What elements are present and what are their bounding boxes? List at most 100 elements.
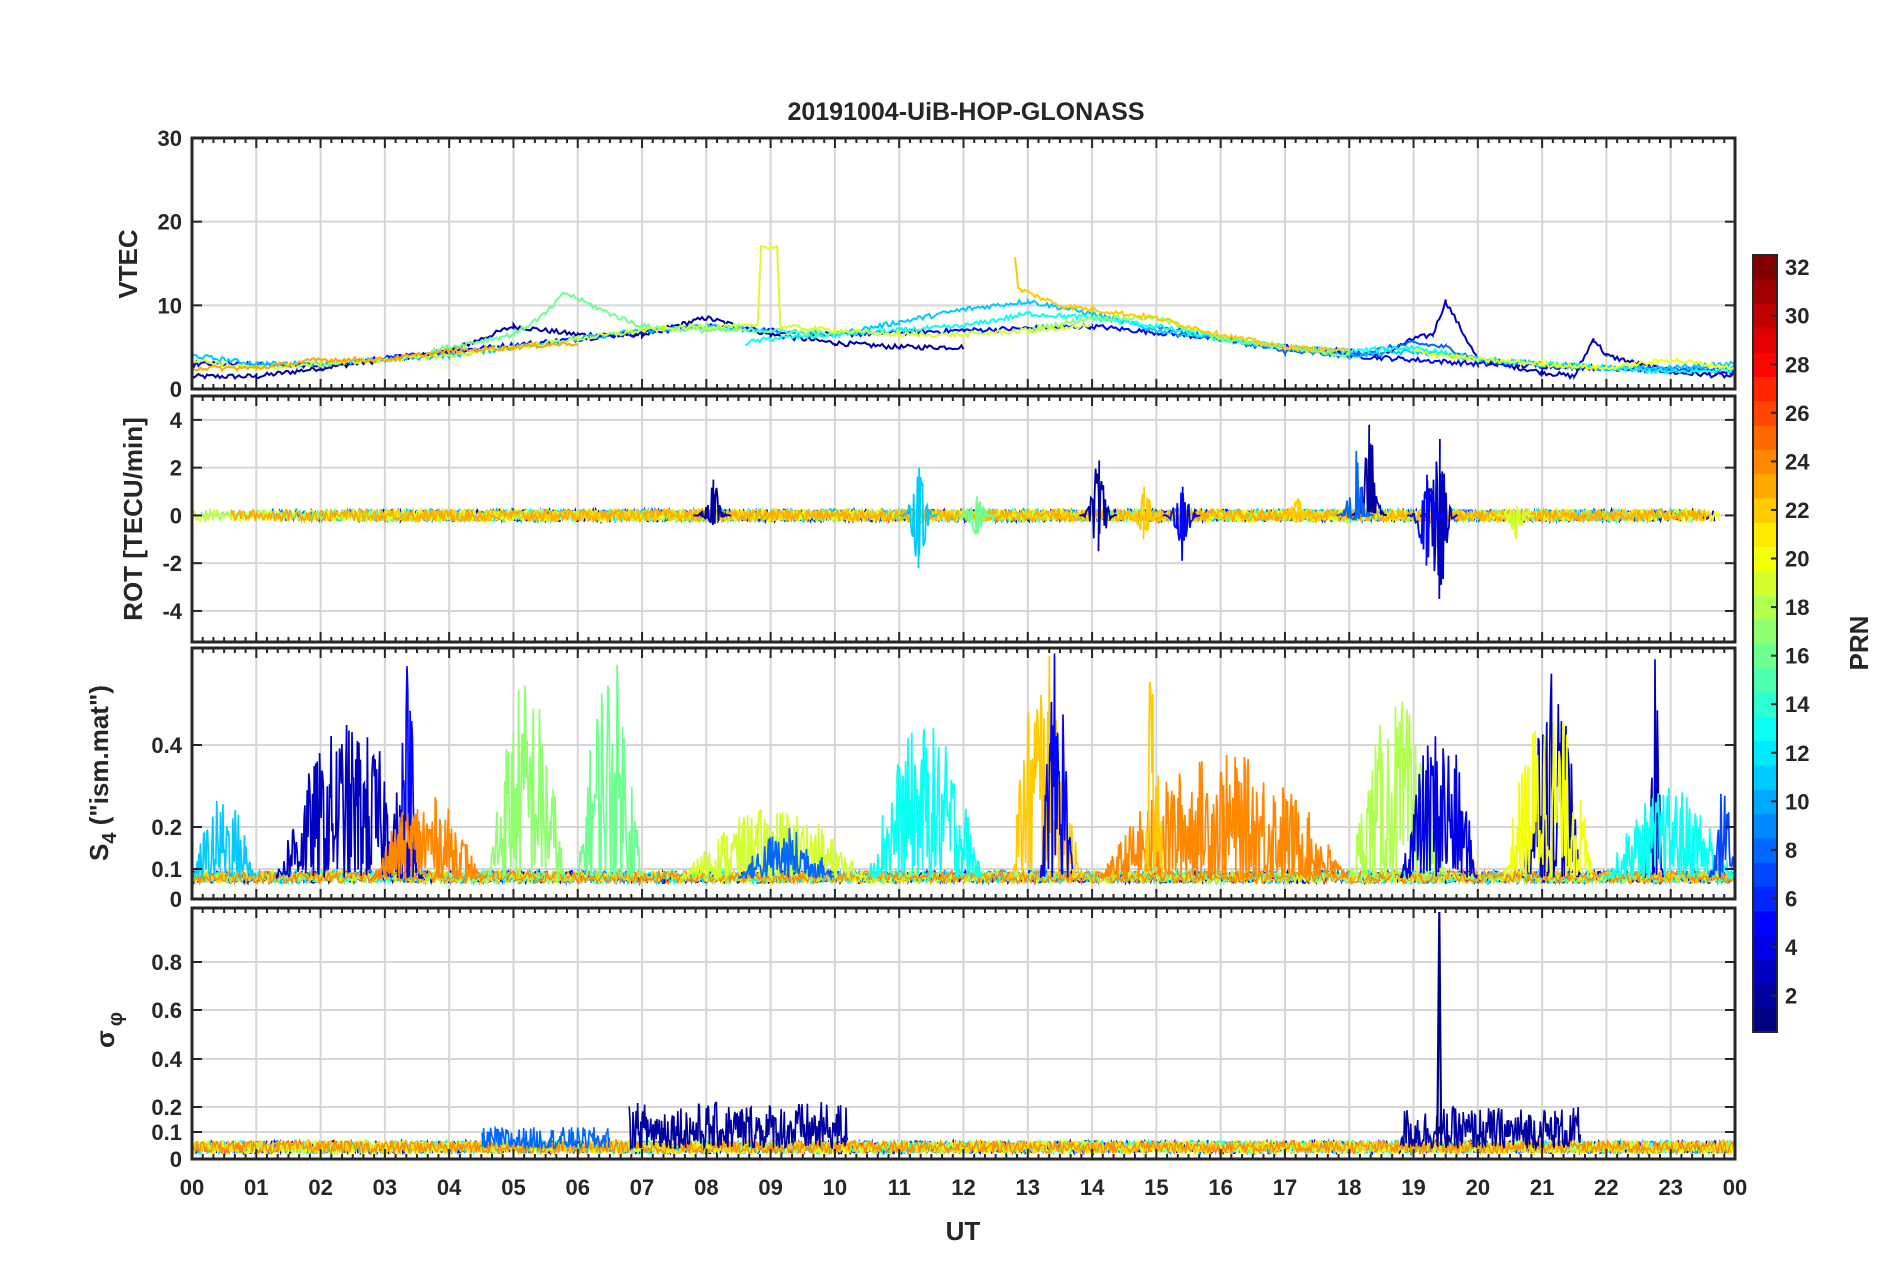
colorbar-cell-11	[1753, 764, 1777, 790]
x-tick-label: 04	[437, 1175, 462, 1200]
colorbar-tick-label: 22	[1785, 498, 1809, 523]
s4-burst-prn-13	[1606, 787, 1735, 881]
colorbar-tick-label: 24	[1785, 449, 1810, 474]
y-tick-label: 0.8	[151, 950, 182, 975]
panel-s4: 0 0.1 0.2 0.4 S4 ("ism.mat")	[84, 646, 1737, 912]
s4-burst-prn-13	[866, 728, 983, 881]
sigma-spike-prn-1	[1436, 911, 1443, 1146]
x-tick-label: 07	[630, 1175, 654, 1200]
y-tick-label: 0.2	[151, 1095, 182, 1120]
rot-event-prn-11	[899, 467, 937, 569]
colorbar-tick-label: 10	[1785, 789, 1809, 814]
x-tick-label: 23	[1658, 1175, 1682, 1200]
y-tick-label: 0	[170, 887, 182, 912]
y-tick-label: 0.6	[151, 998, 182, 1023]
colorbar-cell-5	[1753, 910, 1777, 936]
sigma-burst-prn-8	[480, 1124, 611, 1152]
s4-burst-prn-5	[396, 666, 418, 880]
grid-sigma-phi	[192, 908, 1735, 1159]
colorbar-tick-label: 14	[1785, 692, 1810, 717]
y-tick-label: 2	[170, 456, 182, 481]
x-tick-label: 18	[1337, 1175, 1361, 1200]
colorbar-cell-3	[1753, 959, 1777, 985]
y-tick-label: 0.2	[151, 815, 182, 840]
x-tick-label: 05	[501, 1175, 525, 1200]
s4-burst-prn-19	[679, 808, 867, 881]
vtec-series-prn-22	[1013, 257, 1351, 354]
colorbar-tick-label: 32	[1785, 255, 1809, 280]
y-tick-label: 20	[158, 210, 182, 235]
y-tick-label: 4	[170, 408, 183, 433]
sigma-burst-prn-2	[1399, 1105, 1582, 1152]
rot-event-prn-5	[1162, 486, 1201, 561]
grid-vtec	[192, 138, 1735, 389]
vtec-series-prn-23	[192, 341, 578, 373]
s4-baseline-prn-24	[192, 868, 1734, 886]
colorbar-tick-label: 18	[1785, 595, 1809, 620]
rot-event-prn-16	[957, 496, 995, 535]
x-tick-label: 03	[373, 1175, 397, 1200]
vtec-series-prn-19	[192, 244, 1093, 371]
s4-burst-prn-5	[1039, 653, 1074, 879]
x-tick-label: 16	[1208, 1175, 1232, 1200]
colorbar-cell-29	[1753, 327, 1777, 353]
x-tick-label: 17	[1273, 1175, 1297, 1200]
rot-event-prn-8	[1336, 450, 1375, 521]
s4-burst-prn-24	[371, 797, 482, 880]
x-tick-label: 12	[951, 1175, 975, 1200]
x-tick-label: 09	[758, 1175, 782, 1200]
colorbar-tick-label: 20	[1785, 547, 1809, 572]
x-tick-label: 20	[1466, 1175, 1490, 1200]
x-tick-label: 02	[308, 1175, 332, 1200]
rot-event-prn-5	[1407, 474, 1445, 566]
colorbar-cell-19	[1753, 570, 1777, 596]
colorbar-cell-21	[1753, 522, 1777, 547]
colorbar-tick-label: 2	[1785, 984, 1797, 1009]
y-tick-label: 0	[170, 1147, 182, 1172]
rot-event-prn-2	[1349, 424, 1387, 518]
y-tick-label: 0.4	[151, 1047, 182, 1072]
y-tick-label: 10	[158, 293, 182, 318]
colorbar-tick-label: 4	[1785, 935, 1798, 960]
panel-vtec: 0 10 20 30 VTEC	[113, 126, 1737, 402]
rot-event-prn-2	[693, 479, 732, 526]
colorbar-tick-label: 16	[1785, 644, 1809, 669]
series-rot	[192, 424, 1721, 600]
colorbar-label: PRN	[1844, 616, 1874, 671]
panel-sigma-phi: 00.10.2 0.4 0.6 0.8 σφ	[90, 906, 1737, 1172]
colorbar-tick-label: 26	[1785, 401, 1809, 426]
colorbar-tick-label: 28	[1785, 352, 1809, 377]
rot-event-prn-22	[1124, 486, 1162, 540]
colorbar-cell-1	[1753, 1007, 1777, 1033]
s4-burst-prn-22	[1143, 681, 1163, 879]
x-tick-label: 00	[180, 1175, 204, 1200]
x-tick-label: 11	[888, 1175, 911, 1200]
x-tick-label: 21	[1530, 1175, 1554, 1200]
s4-burst-prn-17	[486, 685, 566, 879]
ylabel-sigma-sub: φ	[105, 1012, 127, 1026]
y-tick-label: 0	[170, 377, 182, 402]
colorbar-cell-17	[1753, 619, 1777, 645]
colorbar-cell-9	[1753, 813, 1777, 839]
ticks-s4: 0 0.1 0.2 0.4	[151, 648, 1736, 912]
ylabel-rot: ROT [TECU/min]	[118, 417, 148, 621]
x-tick-label: 15	[1144, 1175, 1168, 1200]
y-tick-label: 30	[158, 126, 182, 151]
ylabel-s4: S4 ("ism.mat")	[84, 685, 121, 861]
sigma-burst-prn-2	[628, 1101, 849, 1151]
y-tick-label: 0	[170, 503, 182, 528]
ylabel-s4-rest: ("ism.mat")	[84, 685, 114, 832]
x-tick-label: 14	[1080, 1175, 1105, 1200]
rot-event-prn-2	[1079, 460, 1117, 552]
chart-title: 20191004-UiB-HOP-GLONASS	[787, 98, 1144, 126]
colorbar-tick-label: 6	[1785, 886, 1797, 911]
x-tick-label: 22	[1594, 1175, 1618, 1200]
ylabel-s4-sub: 4	[99, 832, 121, 844]
x-tick-label: 00	[1723, 1175, 1747, 1200]
y-tick-label: 0.4	[151, 733, 182, 758]
grid-s4	[192, 648, 1735, 899]
rot-event-prn-19	[1497, 505, 1535, 540]
colorbar-cell-7	[1753, 862, 1777, 887]
series-vtec	[192, 244, 1735, 381]
s4-burst-prn-20	[1503, 722, 1594, 879]
